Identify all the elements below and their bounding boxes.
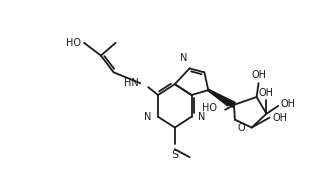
Text: N: N [180, 53, 188, 63]
Polygon shape [208, 89, 235, 107]
Text: OH: OH [251, 70, 266, 80]
Polygon shape [208, 90, 230, 106]
Text: OH: OH [272, 113, 287, 123]
Text: S: S [171, 150, 178, 160]
Text: HN: HN [124, 78, 138, 88]
Text: N: N [198, 112, 206, 122]
Text: N: N [144, 112, 151, 122]
Text: O: O [238, 123, 245, 133]
Text: HO: HO [202, 103, 217, 113]
Text: OH: OH [280, 99, 295, 109]
Text: OH: OH [259, 88, 274, 98]
Text: HO: HO [66, 38, 81, 48]
